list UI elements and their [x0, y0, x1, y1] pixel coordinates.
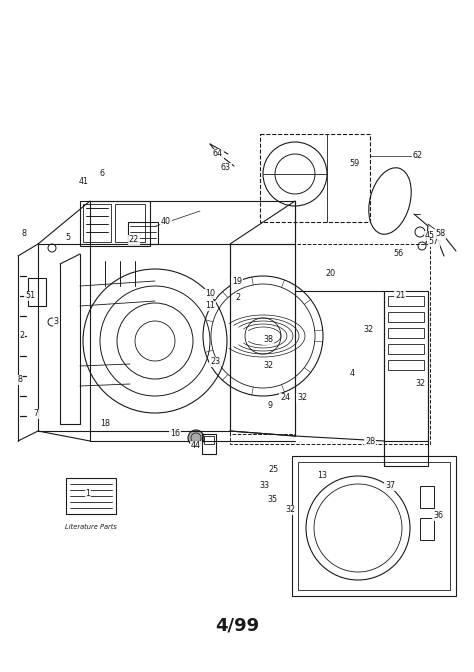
Text: 18: 18 — [100, 419, 110, 429]
Bar — [80, 201, 150, 246]
Text: 23: 23 — [210, 358, 220, 366]
Text: 4/99: 4/99 — [215, 617, 259, 635]
Text: 63: 63 — [221, 163, 231, 173]
Text: 44: 44 — [191, 442, 201, 450]
Bar — [388, 328, 424, 338]
Text: 19: 19 — [232, 278, 242, 286]
Circle shape — [188, 430, 204, 446]
Text: 1: 1 — [85, 489, 91, 499]
Bar — [230, 244, 430, 444]
Text: 37: 37 — [385, 482, 395, 491]
Text: 21: 21 — [395, 292, 405, 300]
Bar — [204, 436, 214, 444]
Text: 32: 32 — [285, 505, 295, 515]
Bar — [260, 134, 370, 222]
Text: 28: 28 — [365, 437, 375, 446]
Text: 51: 51 — [25, 292, 35, 300]
Bar — [292, 456, 456, 596]
Text: 32: 32 — [263, 362, 273, 370]
Text: 45: 45 — [425, 231, 435, 241]
Text: Literature Parts: Literature Parts — [65, 524, 117, 530]
Text: 8: 8 — [21, 230, 27, 239]
Text: 2: 2 — [236, 294, 241, 302]
Text: 7: 7 — [34, 409, 38, 419]
Text: 24: 24 — [280, 394, 290, 403]
Bar — [115, 204, 145, 242]
Text: 38: 38 — [263, 335, 273, 345]
Text: 22: 22 — [129, 235, 139, 245]
Bar — [28, 278, 46, 306]
Text: 6: 6 — [100, 169, 104, 179]
Text: 13: 13 — [317, 472, 327, 480]
Bar — [420, 486, 434, 508]
Text: 58: 58 — [435, 230, 445, 239]
Text: 3: 3 — [54, 317, 58, 327]
Text: 59: 59 — [350, 159, 360, 169]
Text: 32: 32 — [415, 380, 425, 388]
Bar — [298, 462, 450, 590]
Bar — [66, 478, 116, 514]
Bar — [202, 434, 216, 454]
Bar — [230, 244, 295, 434]
Text: 62: 62 — [413, 151, 423, 161]
Bar — [388, 360, 424, 370]
Text: 4: 4 — [349, 370, 355, 378]
Text: 64: 64 — [213, 149, 223, 159]
Text: 40: 40 — [161, 218, 171, 226]
Text: 41: 41 — [79, 177, 89, 185]
Text: 35: 35 — [267, 495, 277, 505]
Bar — [388, 344, 424, 354]
Text: 36: 36 — [433, 511, 443, 521]
Text: 20: 20 — [325, 269, 335, 278]
Text: 2: 2 — [19, 331, 25, 341]
Text: 56: 56 — [393, 249, 403, 259]
Text: 8: 8 — [18, 376, 22, 384]
Bar — [388, 296, 424, 306]
Text: 32: 32 — [363, 325, 373, 333]
Bar — [128, 222, 158, 244]
Text: 16: 16 — [170, 429, 180, 437]
Bar — [420, 518, 434, 540]
Text: 32: 32 — [297, 394, 307, 403]
Text: 33: 33 — [259, 482, 269, 491]
Bar — [384, 291, 428, 466]
Bar — [83, 204, 111, 242]
Text: 9: 9 — [267, 401, 273, 411]
Text: 57: 57 — [429, 237, 439, 247]
Text: 25: 25 — [269, 466, 279, 474]
Text: 10: 10 — [205, 290, 215, 298]
Bar — [388, 312, 424, 322]
Text: 5: 5 — [65, 233, 71, 243]
Text: 11: 11 — [205, 302, 215, 310]
